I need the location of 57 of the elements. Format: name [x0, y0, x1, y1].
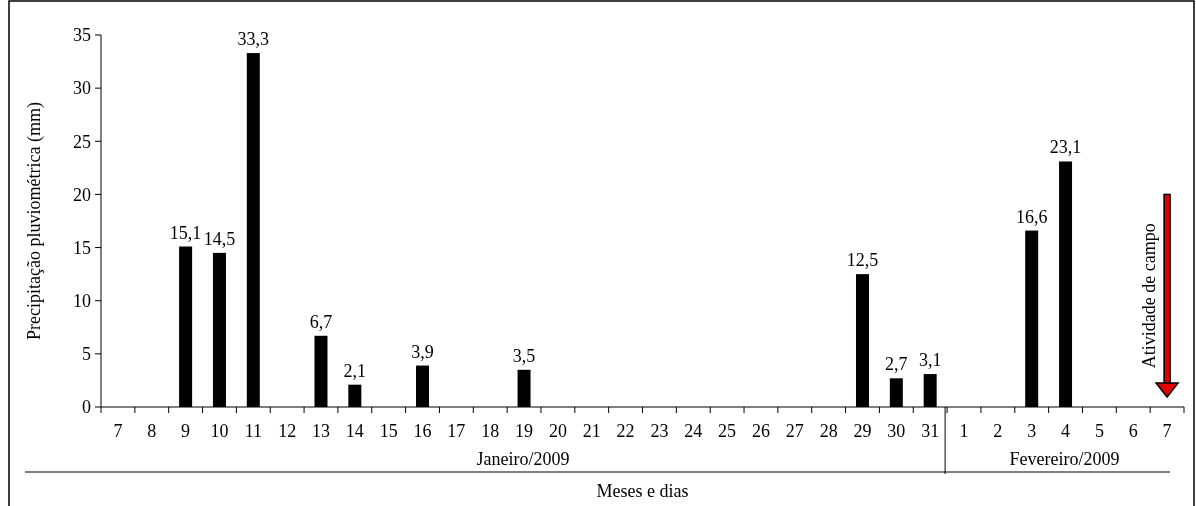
- x-tick-label: 25: [718, 421, 737, 441]
- y-tick-label: 0: [82, 397, 91, 418]
- x-tick-label: 29: [853, 421, 872, 441]
- data-label: 14,5: [203, 228, 236, 249]
- x-tick-label: 19: [515, 421, 534, 441]
- data-label: 33,3: [237, 29, 270, 50]
- data-label: 2,7: [885, 354, 908, 375]
- data-label: 23,1: [1049, 137, 1082, 158]
- data-label: 16,6: [1015, 206, 1048, 227]
- data-label: 3,9: [411, 341, 434, 362]
- y-axis-title: Precipitação pluviométrica (mm): [24, 102, 45, 340]
- x-tick-label: 15: [379, 421, 398, 441]
- x-tick-label: 28: [819, 421, 838, 441]
- x-tick-label: 7: [113, 421, 123, 441]
- x-tick-label: 27: [785, 421, 804, 441]
- x-tick-label: 3: [1027, 421, 1037, 441]
- x-tick-label: 12: [278, 421, 297, 441]
- x-tick-label: 26: [751, 421, 770, 441]
- x-tick-label: 11: [244, 421, 262, 441]
- y-tick-label: 30: [73, 78, 91, 99]
- x-tick-label: 4: [1061, 421, 1071, 441]
- y-tick-label: 20: [73, 184, 91, 205]
- x-tick-label: 2: [993, 421, 1003, 441]
- x-tick-label: 30: [887, 421, 906, 441]
- text: Fevereiro/2009: [1009, 449, 1120, 469]
- x-tick-label: 31: [921, 421, 940, 441]
- y-tick-label: 10: [73, 291, 91, 312]
- y-tick-label: 25: [73, 131, 91, 152]
- text: Janeiro/2009: [476, 449, 570, 469]
- x-axis-title: Meses e dias: [596, 481, 689, 501]
- data-label: 2,1: [343, 360, 367, 381]
- x-tick-label: 9: [181, 421, 191, 441]
- x-tick-label: 1: [959, 421, 969, 441]
- x-tick-label: 8: [147, 421, 157, 441]
- x-tick-label: 20: [548, 421, 567, 441]
- x-tick-label: 6: [1128, 421, 1138, 441]
- y-tick-label: 5: [82, 344, 91, 365]
- data-label: 12,5: [846, 250, 879, 271]
- x-tick-label: 18: [481, 421, 500, 441]
- x-tick-label: 7: [1162, 421, 1172, 441]
- data-label: 15,1: [169, 222, 202, 243]
- x-tick-label: 10: [210, 421, 229, 441]
- data-label: 3,5: [512, 345, 536, 366]
- x-tick-label: 16: [413, 421, 432, 441]
- x-tick-label: 17: [447, 421, 466, 441]
- x-tick-label: 14: [345, 421, 364, 441]
- x-tick-label: 5: [1094, 421, 1104, 441]
- annotation: Atividade de campo: [1139, 223, 1160, 369]
- x-tick-label: 21: [582, 421, 601, 441]
- x-tick-label: 24: [684, 421, 703, 441]
- x-tick-label: 22: [616, 421, 635, 441]
- y-tick-label: 15: [73, 237, 91, 258]
- data-label: 3,1: [918, 350, 942, 371]
- data-label: 6,7: [309, 311, 333, 332]
- x-tick-label: 23: [650, 421, 669, 441]
- x-tick-label: 13: [311, 421, 330, 441]
- y-tick-label: 35: [73, 25, 91, 46]
